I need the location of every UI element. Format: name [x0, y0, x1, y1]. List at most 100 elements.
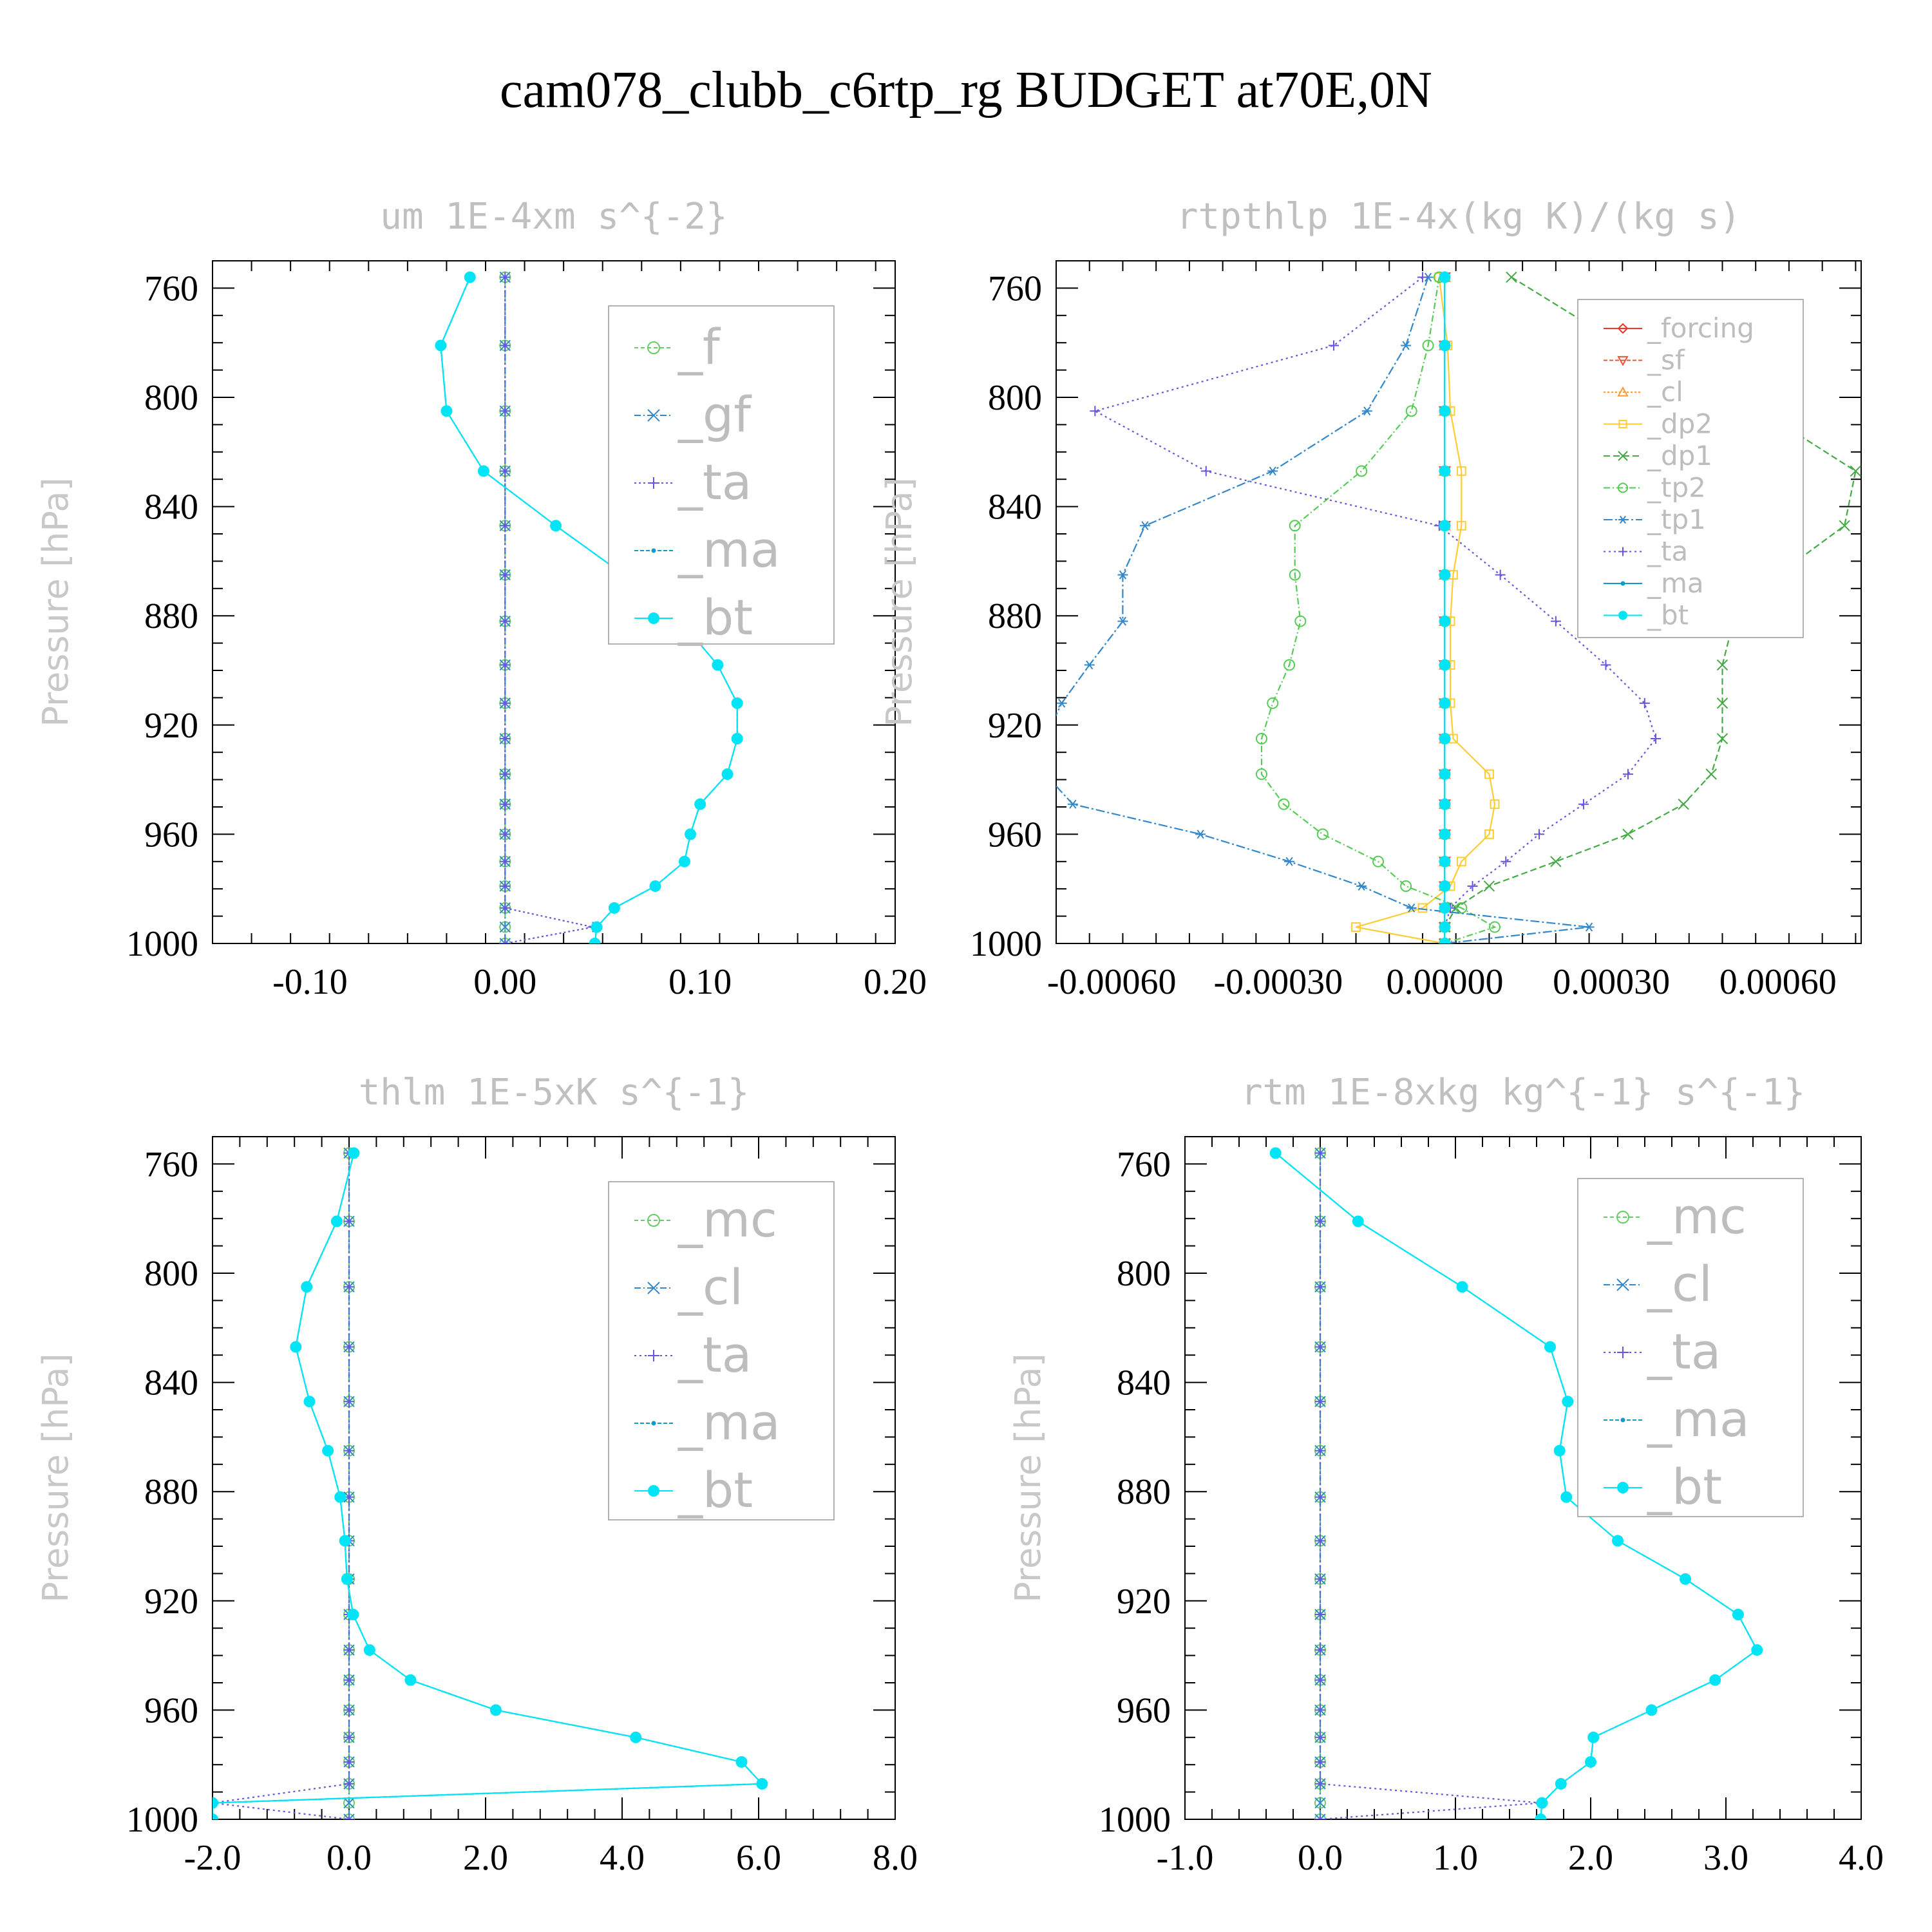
x-tick-label: 0.0 [1298, 1838, 1343, 1878]
x-tick-label: 0.10 [668, 962, 732, 1002]
y-tick-label: 960 [144, 1690, 198, 1730]
data-point-ta [344, 1645, 354, 1656]
data-point-bt [1555, 1777, 1567, 1790]
data-point-bt [1612, 1535, 1624, 1547]
data-point-tp1 [1139, 521, 1150, 531]
legend: _mc _cl _ta _ma _bt [1577, 1178, 1804, 1517]
y-tick-label: 880 [1117, 1472, 1171, 1512]
legend-marker [1616, 1278, 1629, 1291]
data-point-bt [330, 1215, 343, 1227]
data-point-bt [334, 1491, 346, 1503]
legend-box [608, 1181, 835, 1520]
data-point-tp2 [1316, 828, 1329, 840]
data-point-bt [756, 1777, 768, 1790]
data-point-tp2 [1405, 405, 1417, 417]
data-point-bt [1585, 1756, 1596, 1768]
y-axis-label: Pressure [hPa] [879, 477, 920, 726]
legend-entry-sf: _sf [1647, 344, 1685, 375]
legend-marker [648, 612, 659, 624]
legend-entry-ta: _ta [677, 453, 752, 511]
plot-frame [1184, 1136, 1862, 1820]
y-tick-label: 840 [144, 1363, 198, 1403]
y-tick-label: 880 [144, 1472, 198, 1512]
data-point-bt [589, 938, 601, 943]
data-point-dp1 [1850, 465, 1861, 477]
data-point-tp2 [1283, 659, 1296, 671]
data-point-cl [343, 1814, 355, 1819]
data-point-bt [694, 798, 706, 810]
series-line-dp2 [1356, 277, 1496, 943]
data-point-ta [500, 406, 511, 417]
data-point-ta [1315, 1645, 1325, 1656]
data-point-bt [1439, 615, 1451, 627]
data-point-tp1 [1117, 570, 1128, 580]
series-line-bt [1274, 1152, 1758, 1819]
series-line-ta [213, 1153, 350, 1819]
x-tick-label: -0.10 [272, 962, 348, 1002]
data-point-dp2 [1484, 769, 1494, 779]
data-point-tp2 [1372, 855, 1384, 867]
data-point-ta [1315, 1609, 1325, 1620]
data-point-ta [1315, 1756, 1325, 1767]
data-point-tp1 [1584, 922, 1595, 932]
data-point-ta [500, 520, 511, 531]
x-tick-label: 0.0 [327, 1838, 372, 1878]
data-point-bt [591, 921, 603, 933]
legend-marker [1617, 323, 1629, 334]
legend-entry-tp2: _tp2 [1647, 471, 1706, 503]
data-point-bt [1439, 921, 1451, 933]
data-point-dp1 [1506, 271, 1517, 283]
x-tick-label: -0.00030 [1213, 962, 1343, 1002]
data-point-dp1 [1839, 520, 1850, 531]
x-tick-label: 6.0 [736, 1838, 781, 1878]
data-point-bt [303, 1396, 316, 1408]
data-point-bt [363, 1644, 375, 1656]
legend-marker [647, 409, 660, 422]
data-point-ta [500, 856, 511, 867]
data-point-tp1 [1267, 466, 1278, 476]
x-tick-label: 0.20 [864, 962, 927, 1002]
data-point-tp2 [1255, 733, 1267, 744]
legend-entry-cl: _cl [1647, 376, 1683, 408]
data-point-bt [1439, 855, 1451, 867]
data-point-tp2 [1278, 798, 1290, 810]
legend-box [1577, 1178, 1804, 1517]
legend-marker [651, 1421, 656, 1426]
legend-entry-bt: _bt [1647, 599, 1689, 630]
y-tick-label: 840 [1117, 1363, 1171, 1403]
legend-marker [1617, 1482, 1629, 1493]
data-point-tp2 [1489, 921, 1501, 933]
data-point-tp2 [1422, 339, 1434, 352]
legend-entry-tp1: _tp1 [1647, 504, 1706, 535]
legend-marker [1618, 451, 1628, 461]
data-point-tp2 [1294, 615, 1307, 627]
data-point-dp1 [1678, 799, 1689, 810]
data-point-bt [1560, 1491, 1573, 1503]
data-point-tp1 [1356, 881, 1367, 891]
data-point-bt [290, 1341, 302, 1353]
data-point-ta [1467, 880, 1478, 891]
data-point-ta [1534, 829, 1544, 840]
chart-panel-4: rtm 1E-8xkg kg^{-1} s^{-1} Pressure [hPa]… [1008, 1072, 1884, 1878]
data-point-bt [347, 1609, 359, 1620]
legend-box [1577, 299, 1804, 638]
data-point-tp2 [1289, 569, 1301, 581]
legend-entry-bt: _bt [1647, 1458, 1722, 1515]
y-tick-label: 760 [144, 269, 198, 308]
y-tick-label: 760 [988, 269, 1042, 308]
data-point-bt [1439, 339, 1451, 352]
data-point-cl [1314, 1814, 1326, 1819]
y-tick-label: 760 [144, 1144, 198, 1184]
legend-marker [1618, 611, 1627, 620]
data-point-ta [1550, 616, 1561, 627]
legend: _f _gf _ta _ma _bt [608, 305, 835, 646]
data-point-bt [1645, 1704, 1658, 1716]
data-point-bt [348, 1147, 360, 1159]
data-point-ta [344, 1341, 354, 1352]
data-point-bt [1587, 1731, 1600, 1743]
y-tick-label: 920 [144, 1582, 198, 1622]
data-point-bt [550, 520, 562, 532]
data-point-bt [489, 1704, 502, 1716]
data-point-bt [322, 1444, 334, 1457]
legend-entry-ta: _ta [1647, 1323, 1721, 1380]
